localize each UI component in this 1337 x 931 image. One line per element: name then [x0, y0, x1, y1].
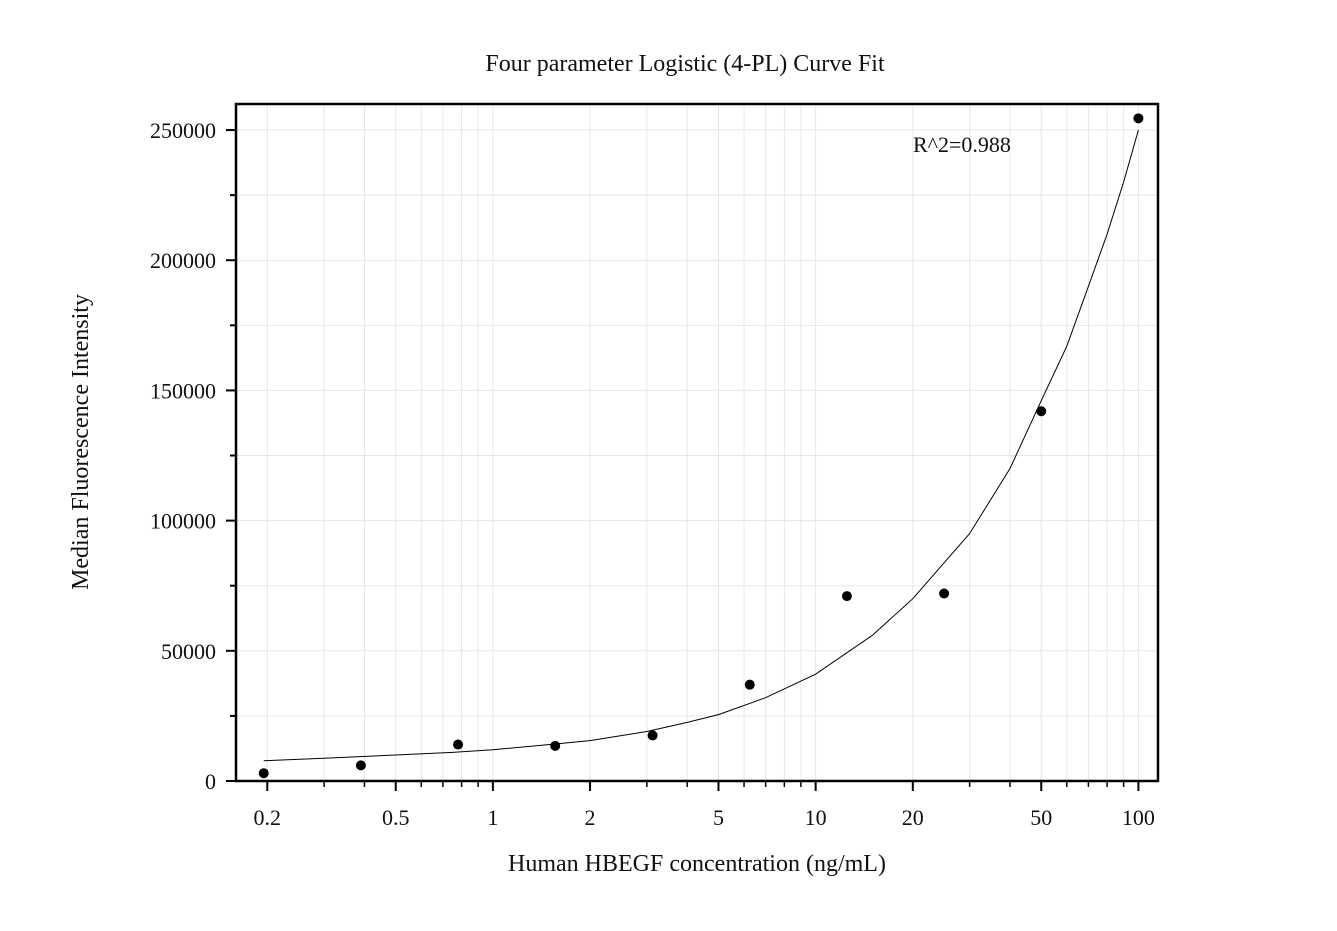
y-tick-label: 100000 [150, 509, 216, 534]
data-point [1036, 406, 1047, 417]
data-point [550, 740, 561, 751]
x-tick-label: 20 [902, 805, 924, 830]
y-tick-label: 0 [205, 769, 216, 794]
fit-curve [263, 129, 1139, 762]
data-point [1133, 113, 1144, 124]
y-tick-label: 50000 [161, 639, 216, 664]
plot-frame [234, 102, 1160, 783]
x-tick-label: 100 [1122, 805, 1155, 830]
y-tick-label: 250000 [150, 118, 216, 143]
x-tick-label: 50 [1030, 805, 1052, 830]
x-tick-labels: 0.2 0.5 1 2 5 10 20 50 100 [254, 805, 1155, 830]
data-point [841, 591, 852, 602]
x-tick-label: 5 [713, 805, 724, 830]
x-tick-label: 0.2 [254, 805, 282, 830]
y-tick-label: 200000 [150, 248, 216, 273]
data-points [258, 113, 1144, 779]
y-axis-label: Median Fluorescence Intensity [68, 294, 94, 590]
data-point [355, 760, 366, 771]
data-point [647, 730, 658, 741]
chart-title: Four parameter Logistic (4-PL) Curve Fit [485, 51, 885, 77]
r-squared-annotation: R^2=0.988 [913, 132, 1011, 157]
x-tick-label: 2 [585, 805, 596, 830]
data-point [744, 679, 755, 690]
data-point [258, 768, 269, 779]
x-tick-label: 10 [805, 805, 827, 830]
axes-ticks [226, 129, 1140, 791]
x-axis-label: Human HBEGF concentration (ng/mL) [508, 851, 886, 877]
grid [236, 104, 1158, 781]
data-point [453, 739, 464, 750]
data-point [939, 588, 950, 599]
x-tick-label: 0.5 [382, 805, 410, 830]
y-tick-labels: 0 50000 100000 150000 200000 250000 [150, 118, 216, 794]
y-tick-label: 150000 [150, 378, 216, 403]
x-tick-label: 1 [487, 805, 498, 830]
